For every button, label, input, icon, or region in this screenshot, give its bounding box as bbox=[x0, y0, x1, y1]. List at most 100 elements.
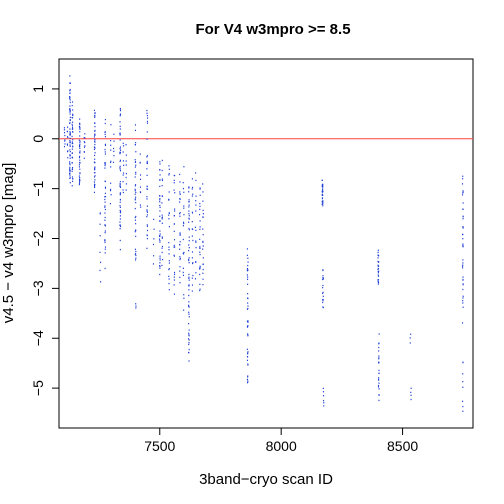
data-point bbox=[191, 195, 193, 197]
data-point bbox=[199, 245, 201, 248]
data-point bbox=[104, 180, 106, 183]
data-point bbox=[94, 112, 96, 114]
data-point bbox=[146, 117, 149, 119]
data-point bbox=[188, 221, 190, 223]
data-point bbox=[168, 168, 170, 170]
data-point bbox=[69, 172, 71, 174]
data-point bbox=[104, 206, 106, 208]
data-point bbox=[246, 248, 248, 250]
data-point bbox=[69, 88, 71, 91]
data-point bbox=[173, 246, 175, 248]
data-point bbox=[71, 152, 73, 154]
data-point bbox=[69, 170, 71, 172]
data-point bbox=[94, 143, 96, 146]
data-point bbox=[69, 140, 71, 142]
data-point bbox=[135, 307, 137, 309]
data-point bbox=[94, 122, 96, 124]
data-point bbox=[122, 191, 124, 194]
data-point bbox=[72, 114, 74, 116]
data-point bbox=[104, 252, 106, 254]
data-point bbox=[247, 305, 249, 307]
data-point bbox=[378, 388, 380, 390]
data-point bbox=[110, 124, 112, 126]
data-point bbox=[321, 179, 323, 181]
data-point bbox=[125, 176, 127, 179]
data-point bbox=[462, 215, 464, 217]
data-point bbox=[247, 363, 249, 365]
data-point bbox=[188, 289, 190, 291]
data-point bbox=[322, 203, 324, 205]
data-point bbox=[199, 226, 201, 228]
y-axis: 1 0 −1 −2 −3 −4 −5 bbox=[30, 85, 59, 396]
data-point bbox=[188, 259, 190, 262]
data-point bbox=[93, 154, 96, 157]
data-point bbox=[146, 188, 148, 190]
data-point bbox=[79, 135, 81, 137]
data-point bbox=[83, 151, 85, 153]
data-point bbox=[94, 184, 96, 187]
data-point bbox=[158, 238, 161, 240]
data-point bbox=[321, 191, 324, 193]
data-point bbox=[191, 251, 194, 253]
data-point bbox=[152, 243, 155, 246]
data-point bbox=[135, 223, 137, 225]
data-point bbox=[79, 127, 81, 129]
data-point bbox=[67, 126, 69, 128]
data-point bbox=[322, 187, 324, 189]
data-point bbox=[63, 145, 66, 148]
data-point bbox=[72, 178, 74, 180]
data-point bbox=[69, 111, 71, 113]
data-point bbox=[110, 139, 112, 142]
data-point bbox=[182, 238, 184, 241]
data-point bbox=[195, 240, 197, 242]
data-point bbox=[246, 320, 248, 322]
data-point bbox=[119, 115, 121, 117]
data-point bbox=[179, 258, 181, 261]
data-point bbox=[246, 378, 248, 381]
data-point bbox=[119, 201, 121, 203]
data-point bbox=[159, 241, 161, 243]
data-point bbox=[110, 182, 112, 184]
data-point bbox=[377, 254, 379, 256]
data-point bbox=[72, 180, 74, 183]
data-point bbox=[202, 228, 204, 230]
data-point bbox=[179, 232, 181, 234]
data-point bbox=[69, 161, 71, 163]
data-point bbox=[119, 160, 121, 163]
data-point bbox=[378, 346, 380, 349]
data-point bbox=[69, 113, 71, 115]
data-point bbox=[322, 295, 324, 298]
data-point bbox=[322, 188, 324, 191]
data-point bbox=[173, 215, 175, 217]
data-point bbox=[104, 248, 106, 250]
data-point bbox=[104, 131, 107, 133]
data-point bbox=[104, 144, 106, 147]
data-point bbox=[461, 194, 464, 196]
data-point bbox=[104, 240, 106, 242]
data-point bbox=[191, 235, 193, 237]
data-point bbox=[79, 162, 81, 164]
data-point bbox=[135, 196, 137, 198]
data-point bbox=[66, 136, 69, 138]
data-point bbox=[110, 188, 112, 191]
data-point bbox=[161, 195, 164, 197]
data-point bbox=[79, 177, 81, 179]
data-point bbox=[199, 188, 201, 190]
data-point bbox=[378, 333, 380, 335]
data-point bbox=[188, 360, 190, 362]
data-point bbox=[66, 150, 69, 153]
data-point bbox=[69, 162, 71, 165]
data-point bbox=[104, 225, 106, 227]
data-point bbox=[322, 278, 324, 281]
data-point bbox=[134, 129, 137, 132]
data-point bbox=[188, 279, 190, 281]
data-point bbox=[179, 193, 181, 195]
data-point bbox=[378, 355, 380, 357]
data-point bbox=[174, 208, 176, 210]
data-point bbox=[247, 335, 249, 337]
data-point bbox=[64, 143, 66, 145]
data-point bbox=[159, 163, 161, 165]
data-point bbox=[182, 182, 184, 184]
data-point bbox=[179, 211, 181, 214]
data-point bbox=[377, 268, 379, 270]
